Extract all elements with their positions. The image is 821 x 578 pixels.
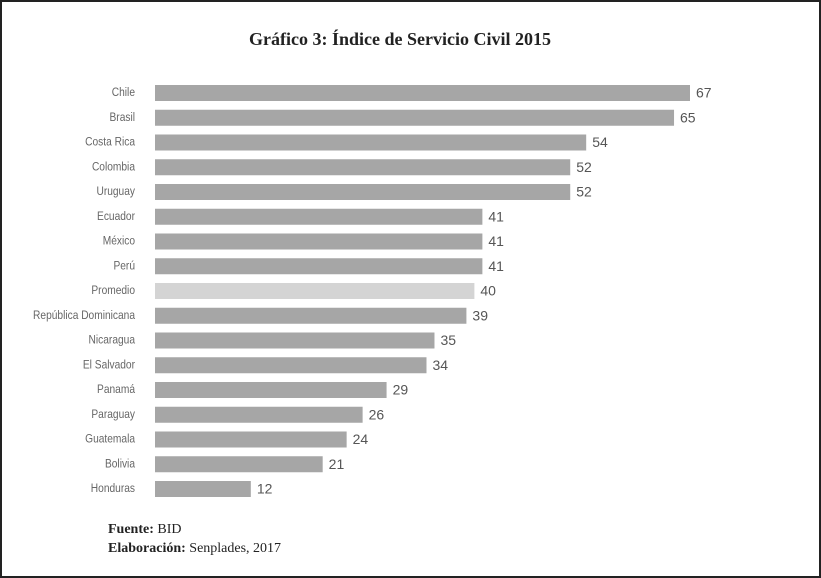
value-label: 40 [480, 283, 496, 299]
bar [155, 406, 363, 423]
value-label: 52 [576, 184, 592, 200]
y-tick-label: Chile [112, 86, 135, 99]
source: Fuente: BID [108, 522, 182, 537]
bar [155, 357, 427, 374]
y-tick-label: Bolivia [105, 458, 136, 471]
bar [155, 283, 475, 299]
bar [155, 307, 467, 324]
y-tick-label: El Salvador [83, 359, 135, 372]
credit-text: Senplades, 2017 [189, 541, 281, 556]
value-label: 67 [696, 85, 712, 101]
bar [155, 456, 323, 473]
source-text: BID [157, 522, 181, 537]
y-tick-label: Promedio [91, 284, 135, 297]
value-label: 34 [432, 357, 448, 373]
credit-label: Elaboración: [108, 541, 186, 556]
y-tick-label: Ecuador [97, 210, 135, 223]
y-tick-label: Brasil [110, 111, 135, 124]
bar [155, 332, 435, 349]
value-label: 41 [488, 233, 504, 249]
value-label: 35 [440, 332, 456, 348]
value-label: 52 [576, 159, 592, 175]
value-label: 54 [592, 134, 608, 150]
bar [155, 134, 587, 151]
bar [155, 258, 483, 275]
value-label: 21 [329, 456, 345, 472]
y-tick-label: Nicaragua [89, 334, 136, 347]
y-tick-label: Honduras [91, 482, 136, 495]
bar [155, 109, 675, 126]
value-label: 39 [472, 307, 488, 323]
bar [155, 85, 690, 101]
y-tick-label: Guatemala [85, 433, 136, 446]
bar [155, 382, 387, 398]
y-tick-label: Paraguay [91, 408, 135, 421]
bar [155, 481, 251, 497]
y-tick-label: Panamá [97, 383, 136, 396]
bar [155, 184, 571, 200]
y-tick-label: Uruguay [96, 185, 135, 198]
value-label: 12 [257, 481, 273, 497]
bar [155, 233, 483, 250]
value-label: 41 [488, 258, 504, 274]
value-label: 26 [369, 406, 385, 422]
value-label: 41 [488, 208, 504, 224]
y-tick-label: Costa Rica [85, 136, 136, 149]
bar [155, 208, 483, 225]
y-tick-label: México [103, 235, 135, 248]
y-tick-label: República Dominicana [33, 309, 136, 322]
bar [155, 159, 571, 176]
source-label: Fuente: [108, 522, 154, 537]
value-label: 65 [680, 109, 696, 125]
y-tick-label: Perú [113, 260, 135, 273]
bar [155, 431, 347, 448]
chart-title: Gráfico 3: Índice de Servicio Civil 2015 [249, 28, 551, 49]
credit: Elaboración: Senplades, 2017 [108, 541, 281, 556]
value-label: 24 [353, 431, 369, 447]
y-tick-label: Colombia [92, 161, 136, 174]
value-label: 29 [393, 382, 409, 398]
